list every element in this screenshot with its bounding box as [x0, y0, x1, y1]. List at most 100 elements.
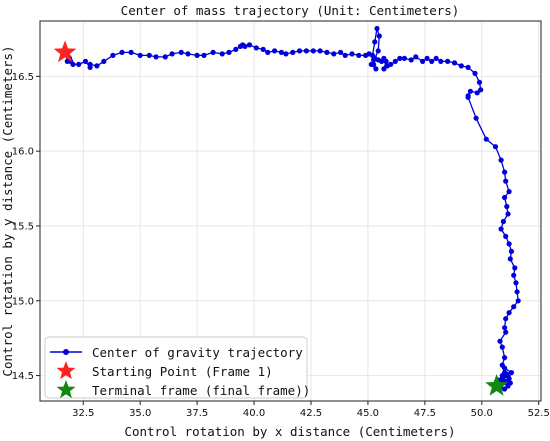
trajectory-point — [438, 58, 444, 64]
end-star-icon — [485, 374, 509, 396]
trajectory-point — [476, 79, 483, 85]
trajectory-point — [508, 370, 514, 376]
y-axis: 14.5 15.0 15.5 16.0 16.5 — [12, 72, 40, 382]
trajectory-point — [162, 54, 168, 60]
trajectory-point — [169, 51, 175, 57]
trajectory-point — [401, 55, 407, 62]
trajectory-point — [70, 61, 76, 67]
trajectory-point — [356, 52, 362, 59]
trajectory-point — [478, 87, 484, 93]
trajectory-point — [424, 55, 430, 62]
x-tick-label: 42.5 — [300, 408, 322, 419]
chart-title: Center of mass trajectory (Unit: Centime… — [121, 3, 460, 18]
x-axis-label: Control rotation by x distance (Centimet… — [124, 424, 455, 439]
trajectory-point — [499, 344, 505, 350]
trajectory-point — [511, 304, 517, 310]
trajectory-point — [429, 58, 435, 64]
trajectory-point — [413, 54, 419, 60]
trajectory-point — [260, 46, 266, 53]
trajectory-point — [445, 58, 451, 64]
trajectory-point — [506, 241, 512, 247]
trajectory-point — [290, 49, 296, 56]
trajectory-point — [349, 51, 355, 57]
trajectory-point — [502, 365, 508, 371]
trajectory-point — [338, 49, 344, 56]
trajectory-point — [194, 52, 200, 59]
legend-end-star-icon — [56, 380, 76, 399]
x-tick-label: 35.0 — [129, 408, 151, 419]
legend-end-label: Terminal frame (final frame)) — [92, 383, 310, 398]
trajectory-point — [515, 298, 521, 304]
trajectory-point — [500, 377, 506, 383]
trajectory-point — [226, 49, 232, 56]
trajectory-point — [503, 178, 509, 184]
x-tick-label: 45.0 — [357, 408, 379, 419]
trajectory-point — [383, 58, 389, 64]
trajectory-point — [458, 63, 464, 69]
y-tick-label: 15.0 — [12, 296, 34, 307]
trajectory-point — [246, 42, 253, 48]
trajectory-point — [472, 70, 478, 76]
trajectory-point — [504, 203, 510, 210]
trajectory-point — [87, 61, 93, 67]
legend: Center of gravity trajectory Starting Po… — [44, 336, 310, 399]
legend-start-label: Starting Point (Frame 1) — [92, 364, 273, 379]
trajectory-point — [408, 57, 414, 63]
trajectory-point — [137, 52, 143, 59]
trajectory-point — [498, 226, 504, 232]
legend-series-label: Center of gravity trajectory — [92, 345, 303, 360]
trajectory-point — [505, 211, 511, 217]
trajectory-point — [283, 51, 289, 57]
trajectory-point — [498, 157, 504, 163]
trajectory-point — [201, 52, 207, 59]
trajectory-point — [128, 49, 134, 56]
trajectory-point — [420, 58, 426, 64]
y-tick-label: 14.5 — [12, 371, 34, 382]
x-axis: 32.5 35.0 37.5 40.0 42.5 45.0 47.5 50.0 52.5 — [72, 401, 550, 419]
trajectory-point — [514, 289, 520, 295]
trajectory-point — [492, 144, 499, 150]
marker-layer — [53, 40, 509, 396]
trajectory-point — [503, 316, 509, 322]
series-layer — [62, 25, 521, 392]
legend-start-star-icon — [56, 361, 76, 380]
trajectory-point — [272, 48, 278, 54]
y-axis-label: Control rotation by y distance (Centimet… — [0, 45, 15, 376]
trajectory-point — [392, 58, 398, 64]
trajectory-point — [375, 48, 381, 54]
trajectory-point — [473, 115, 479, 121]
trajectory-point — [153, 54, 159, 60]
trajectory-point — [433, 55, 439, 62]
trajectory-point — [82, 58, 89, 64]
start-star-icon — [53, 40, 77, 63]
trajectory-point — [342, 52, 348, 59]
trajectory-point — [178, 49, 184, 56]
trajectory-point — [508, 248, 514, 254]
trajectory-point — [76, 61, 82, 67]
trajectory-point — [373, 66, 379, 72]
legend-box — [44, 336, 308, 399]
trajectory-point — [467, 88, 473, 94]
trajectory-point — [310, 48, 316, 54]
trajectory-point — [317, 48, 323, 54]
trajectory-point — [483, 136, 489, 142]
trajectory-point — [502, 169, 508, 175]
trajectory-point — [474, 90, 480, 96]
trajectory-point — [507, 256, 513, 262]
trajectory-point — [101, 58, 107, 64]
y-tick-label: 16.0 — [12, 147, 34, 158]
trajectory-point — [297, 48, 303, 54]
trajectory-point — [506, 189, 512, 195]
trajectory-point — [185, 51, 191, 57]
trajectory-point — [219, 51, 225, 57]
trajectory-point — [503, 329, 509, 335]
trajectory-point — [237, 43, 243, 50]
x-tick-label: 47.5 — [414, 408, 436, 419]
trajectory-point — [502, 386, 508, 392]
trajectory-point — [331, 51, 337, 57]
trajectory-point — [368, 61, 374, 67]
x-tick-label: 37.5 — [186, 408, 208, 419]
trajectory-point — [210, 49, 216, 56]
trajectory-point — [324, 49, 330, 56]
